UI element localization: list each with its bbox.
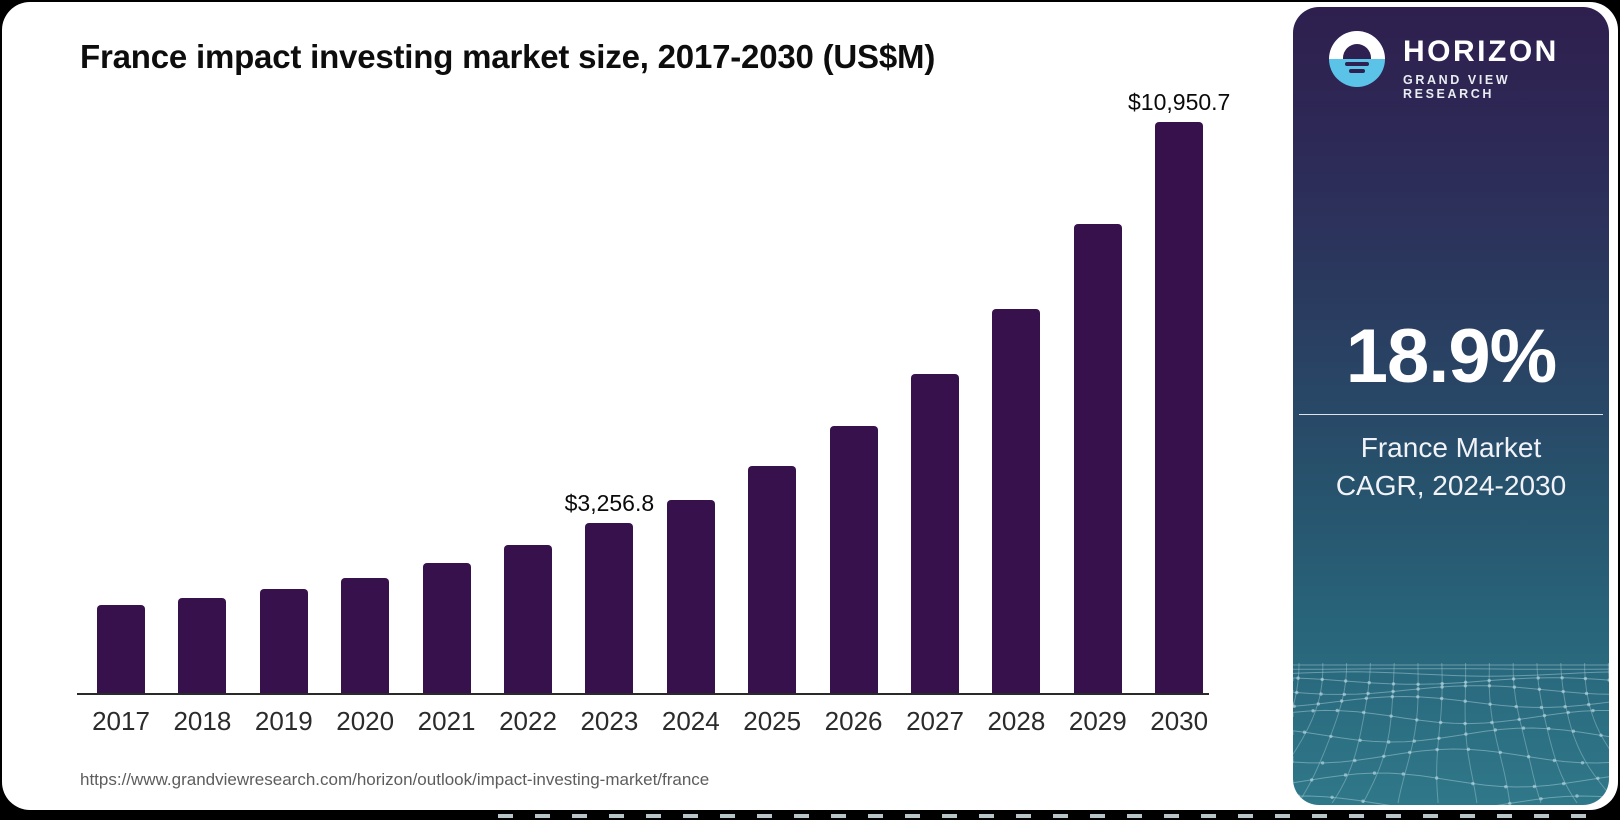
x-axis-label-2019: 2019 (254, 706, 313, 736)
x-axis-label-2026: 2026 (824, 706, 883, 736)
chart-title: France impact investing market size, 201… (80, 38, 936, 75)
source-url: https://www.grandviewresearch.com/horizo… (80, 770, 710, 789)
x-axis-label-2030: 2030 (1150, 706, 1209, 736)
horizon-logo-icon (1329, 31, 1385, 87)
bar-2021 (422, 563, 471, 693)
x-axis-label-2023: 2023 (580, 706, 639, 736)
bar-value-label-2030: $10,950.7 (1128, 89, 1231, 115)
x-axis-label-2018: 2018 (173, 706, 232, 736)
x-axis-label-2022: 2022 (499, 706, 557, 736)
bar-2028 (992, 309, 1041, 693)
brand-subtitle: GRAND VIEW RESEARCH (1403, 73, 1511, 101)
bar-2017 (97, 605, 145, 693)
cagr-caption-line1: France Market (1360, 432, 1542, 463)
logo-reflection-line (1349, 69, 1365, 73)
x-axis-label-2025: 2025 (743, 706, 802, 736)
bottom-dashes-decoration (498, 814, 1606, 818)
brand-header: HORIZON GRAND VIEW RESEARCH (1329, 29, 1589, 101)
x-axis-label-2027: 2027 (906, 706, 964, 736)
bar-2018 (178, 598, 227, 693)
cagr-block: 18.9% France Market CAGR, 2024-2030 (1293, 313, 1609, 505)
brand-name: HORIZON (1403, 35, 1559, 68)
bar-2022 (504, 545, 552, 693)
bar-2020 (341, 578, 390, 693)
x-axis-line (77, 693, 1209, 695)
cagr-value: 18.9% (1345, 314, 1558, 399)
bar-2023 (585, 523, 634, 693)
bar-2027 (911, 374, 959, 693)
x-axis-label-2028: 2028 (987, 706, 1046, 736)
cagr-caption-line2: CAGR, 2024-2030 (1335, 470, 1567, 501)
bottom-strip (0, 811, 1620, 820)
bar-2024 (666, 500, 715, 693)
logo-sun-shape (1343, 44, 1371, 59)
bar-value-label-2023: $3,256.8 (564, 490, 655, 516)
bar-2030 (1155, 122, 1204, 693)
brand-panel: HORIZON GRAND VIEW RESEARCH 18.9% France… (1293, 7, 1609, 805)
bar-2029 (1073, 224, 1122, 693)
x-axis-label-2021: 2021 (417, 706, 476, 736)
wireframe-mesh-decoration (1293, 662, 1609, 805)
x-axis-label-2020: 2020 (336, 706, 395, 736)
x-axis-label-2029: 2029 (1068, 706, 1127, 736)
x-axis-label-2024: 2024 (661, 706, 720, 736)
brand-text: HORIZON GRAND VIEW RESEARCH (1403, 35, 1589, 101)
bar-2026 (829, 426, 878, 693)
bar-2025 (748, 466, 797, 693)
bar-2019 (259, 589, 308, 693)
x-axis-label-2017: 2017 (92, 706, 150, 736)
logo-reflection-line (1345, 62, 1369, 66)
cagr-caption: France Market CAGR, 2024-2030 (1293, 429, 1609, 505)
cagr-divider (1299, 414, 1603, 415)
